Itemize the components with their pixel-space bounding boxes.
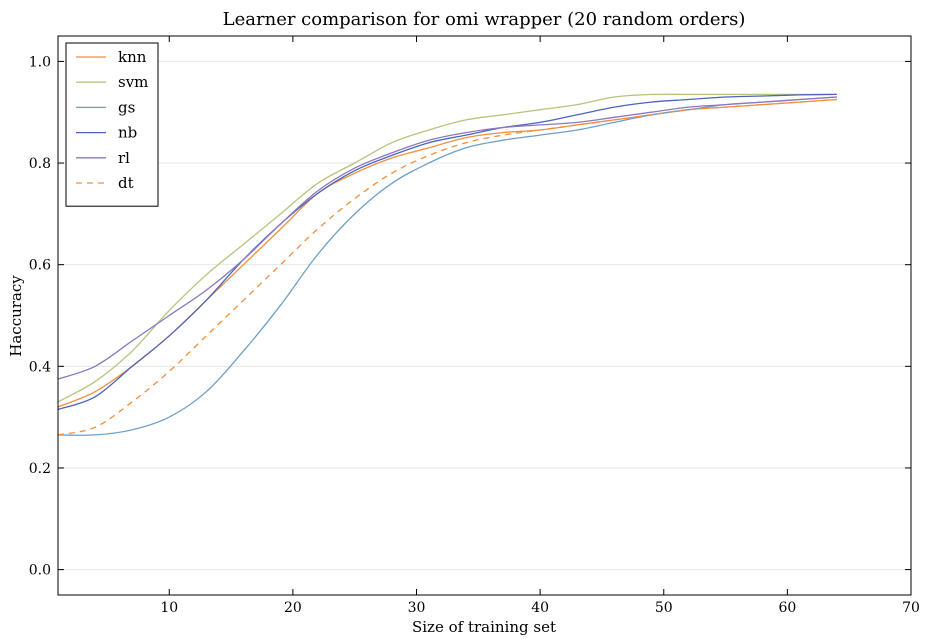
series-line-rl: [57, 96, 837, 380]
y-tick-label: 1.0: [29, 54, 51, 70]
legend-label-dt: dt: [118, 174, 134, 192]
x-axis-label: Size of training set: [412, 618, 556, 636]
legend: knn svm gs nb rl dt: [65, 42, 159, 207]
x-tick-label: 10: [160, 600, 178, 616]
x-tick-label: 30: [408, 600, 426, 616]
y-axis-label: Haccuracy: [7, 275, 25, 357]
series-line-nb: [57, 93, 837, 411]
y-tick-label: 0.4: [29, 359, 51, 375]
chart-title: Learner comparison for omi wrapper (20 r…: [223, 9, 746, 30]
series-line-svm: [57, 93, 837, 403]
series-line-gs: [57, 96, 837, 436]
legend-label-gs: gs: [118, 98, 135, 116]
y-tick-label: 0.0: [29, 563, 51, 579]
gridlines: [58, 60, 911, 571]
x-tick-label: 40: [531, 600, 549, 616]
legend-box: [65, 42, 159, 207]
y-tick-label: 0.6: [29, 258, 51, 274]
x-tick-label: 60: [778, 600, 796, 616]
series-line-knn: [57, 98, 837, 408]
x-tick-label: 50: [655, 600, 673, 616]
legend-label-nb: nb: [118, 124, 137, 142]
legend-label-rl: rl: [118, 149, 130, 167]
legend-label-knn: knn: [118, 48, 147, 66]
y-tick-label: 0.2: [29, 461, 51, 477]
axis-ticks: 10 20 30 40 50 60 70 0.0 0.2 0.4 0.6 0.8 1.0: [29, 36, 920, 616]
y-tick-label: 0.8: [29, 156, 51, 172]
plot-frame: [57, 35, 912, 596]
x-tick-label: 70: [902, 600, 920, 616]
legend-label-svm: svm: [118, 73, 148, 91]
series-line-dt: [57, 98, 837, 436]
plot-lines: [57, 93, 837, 436]
x-tick-label: 20: [284, 600, 302, 616]
